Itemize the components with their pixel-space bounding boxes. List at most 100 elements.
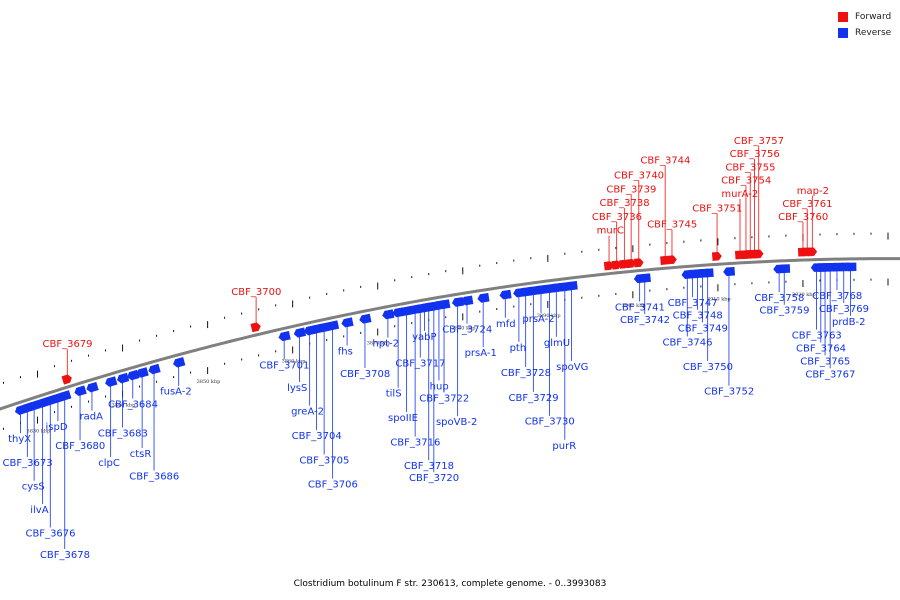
gene-label: CBF_3765 <box>800 356 850 367</box>
gene-label: CBF_3759 <box>759 306 809 317</box>
gene-arrow <box>711 251 722 261</box>
gene-label: CBF_3746 <box>662 337 712 348</box>
gene-arrow <box>382 309 395 320</box>
gene-arrow <box>753 249 764 259</box>
gene-label: CBF_3717 <box>395 359 445 370</box>
gene-label: CBF_3718 <box>404 461 454 472</box>
gene-label: hpt-2 <box>372 339 399 350</box>
gene-label: glmU <box>544 338 570 349</box>
scale-label: 3910 kbp <box>707 296 731 302</box>
gene-label: CBF_3729 <box>509 393 559 404</box>
gene-arrow <box>844 262 857 272</box>
gene-label: CBF_3745 <box>647 220 697 231</box>
gene-label: prdB-2 <box>832 317 865 328</box>
gene-label: hup <box>430 381 449 392</box>
legend-reverse: Reverse <box>838 25 891 41</box>
gene-label: CBF_3705 <box>299 455 349 466</box>
gene-label: CBF_3751 <box>692 203 742 214</box>
gene-label: CBF_3680 <box>55 441 105 452</box>
gene-label: fusA-2 <box>160 387 192 398</box>
gene-label: mfd <box>496 319 516 330</box>
gene-label: CBF_3701 <box>259 360 309 371</box>
scale-label: 3840 kbp <box>112 402 136 408</box>
gene-arrow <box>359 313 372 324</box>
gene-label: cysS <box>22 482 45 493</box>
gene-arrow <box>565 280 578 291</box>
gene-arrow <box>461 295 474 306</box>
gene-label: CBF_3754 <box>721 176 771 187</box>
gene-arrow <box>477 293 490 303</box>
legend-reverse-label: Reverse <box>855 28 892 38</box>
gene-label: CBF_3706 <box>308 480 358 491</box>
gene-label: pth <box>510 343 527 354</box>
gene-label: CBF_3764 <box>796 344 846 355</box>
forward-swatch <box>838 12 848 22</box>
gene-label: CBF_3763 <box>792 331 842 342</box>
gene-arrow <box>278 330 291 342</box>
gene-label: CBF_3724 <box>442 325 492 336</box>
gene-label: CBF_3684 <box>108 400 158 411</box>
gene-arrow <box>105 376 118 387</box>
gene-label: prsA-2 <box>522 314 554 325</box>
gene-arrow <box>148 363 161 375</box>
label-leader-layer <box>20 145 851 549</box>
gene-label: CBF_3736 <box>592 212 642 223</box>
gene-label: CBF_3676 <box>25 529 75 540</box>
scale-label: 3920 kbp <box>792 292 816 298</box>
scale-label: 3870 kbp <box>367 341 391 347</box>
gene-label: CBF_3738 <box>600 198 650 209</box>
gene-arrow <box>633 258 644 268</box>
gene-label: CBF_3747 <box>668 298 718 309</box>
gene-label: clpC <box>98 458 120 469</box>
gene-label: murC <box>597 226 624 237</box>
gene-label: CBF_3716 <box>390 438 440 449</box>
genome-caption: Clostridium botulinum F str. 230613, com… <box>293 579 607 589</box>
gene-label: greA-2 <box>291 407 324 418</box>
gene-arrow <box>117 372 130 384</box>
gene-arrow <box>451 297 465 307</box>
gene-label: CBF_3740 <box>614 171 664 182</box>
gene-arrow <box>293 327 307 338</box>
gene-label: CBF_3755 <box>725 162 775 173</box>
gene-label: CBF_3748 <box>673 311 723 322</box>
legend-forward: Forward <box>838 9 891 25</box>
gene-label: CBF_3673 <box>3 458 53 469</box>
gene-label: CBF_3749 <box>678 323 728 334</box>
gene-arrow <box>173 357 186 368</box>
gene-label: radA <box>80 412 104 423</box>
gene-label: CBF_3744 <box>640 155 690 166</box>
gene-label: CBF_3686 <box>129 472 179 483</box>
gene-label: CBF_3722 <box>419 393 469 404</box>
scale-label: 3850 kbp <box>197 379 221 385</box>
gene-label: lysS <box>287 383 307 394</box>
gene-label: CBF_3728 <box>501 368 551 379</box>
gene-label: map-2 <box>797 186 829 197</box>
gene-arrow <box>778 264 791 274</box>
gene-label: CBF_3700 <box>231 287 281 298</box>
tick-layer: 3830 kbp 3840 kbp 3850 kbp 3860 kbp 3870 kbp… <box>3 232 889 435</box>
gene-arrow <box>86 381 99 393</box>
gene-label: prsA-1 <box>465 348 497 359</box>
gene-label: ilvA <box>30 505 48 516</box>
gene-label: CBF_3739 <box>606 184 656 195</box>
gene-arrow <box>438 299 451 310</box>
legend-forward-label: Forward <box>855 12 892 22</box>
reverse-swatch <box>838 28 848 38</box>
gene-label: yabP <box>412 332 436 343</box>
gene-label: CBF_3760 <box>778 212 828 223</box>
gene-arrow <box>59 390 72 401</box>
gene-arrow <box>639 273 651 283</box>
gene-arrow <box>723 267 736 277</box>
gene-arrow <box>326 320 340 331</box>
genome-backbone <box>0 257 900 411</box>
gene-label: CBF_3678 <box>40 550 90 561</box>
gene-label: CBF_3683 <box>98 428 148 439</box>
gene-label: CBF_3720 <box>409 473 459 484</box>
scale-label: 3860 kbp <box>282 358 306 364</box>
gene-label: thyX <box>8 434 31 445</box>
gene-label: CBF_3742 <box>620 315 670 326</box>
gene-label: fhs <box>338 347 353 358</box>
scale-label: 3830 kbp <box>27 429 51 435</box>
gene-arrow <box>807 247 818 257</box>
